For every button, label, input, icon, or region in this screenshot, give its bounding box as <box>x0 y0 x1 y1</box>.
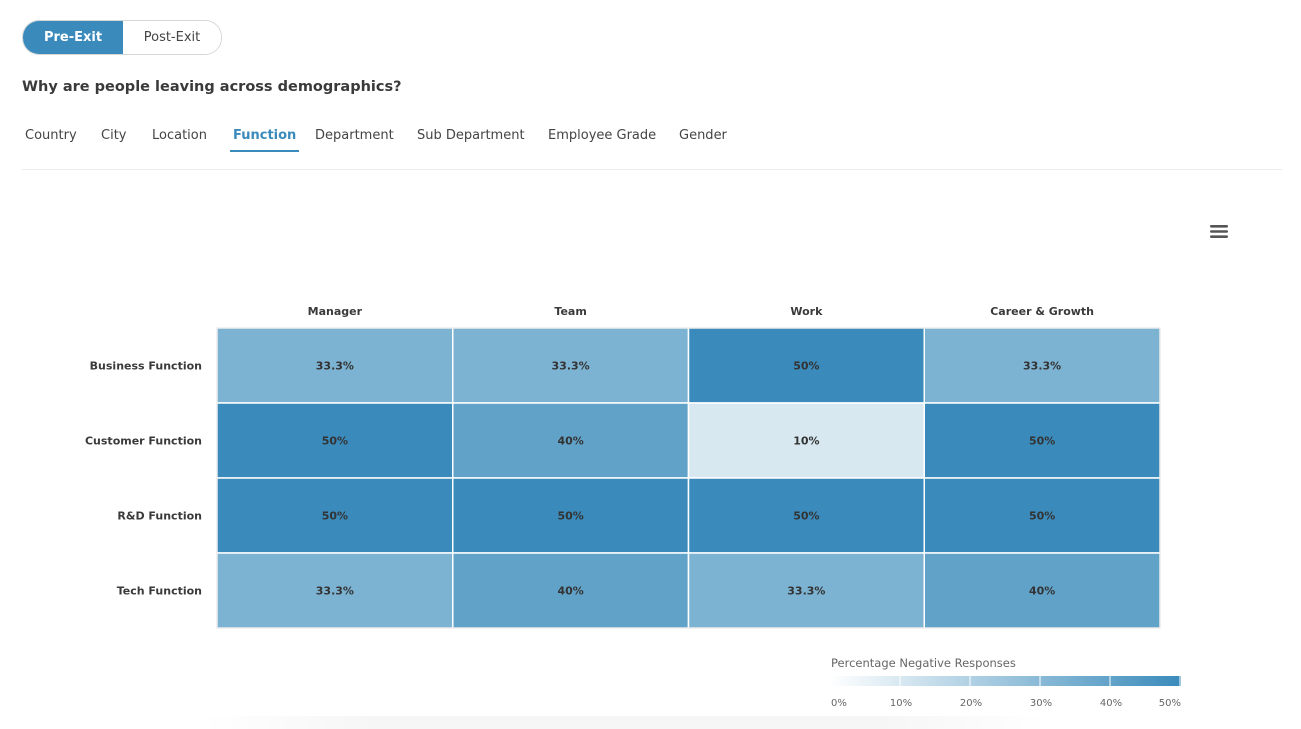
heatmap-cell <box>687 327 925 404</box>
tab-sub-department[interactable]: Sub Department <box>417 128 525 143</box>
tab-city[interactable]: City <box>101 128 127 143</box>
exit-toggle: Pre-Exit Post-Exit <box>22 20 222 55</box>
cell-value-label: 33.3% <box>1023 360 1061 373</box>
row-label: Tech Function <box>117 585 202 598</box>
heatmap-cell <box>452 402 690 479</box>
heatmap-cell <box>687 552 925 629</box>
hamburger-menu-icon <box>1210 224 1228 238</box>
tab-function[interactable]: Function <box>230 127 300 152</box>
demographic-tabs: Country City Location Function Departmen… <box>22 118 1282 170</box>
cell-value-label: 50% <box>322 510 348 523</box>
heatmap-border <box>216 327 1161 629</box>
tab-department[interactable]: Department <box>315 128 394 143</box>
pre-exit-button[interactable]: Pre-Exit <box>23 21 123 54</box>
row-label: Customer Function <box>85 435 202 448</box>
color-axis-tick-label: 30% <box>1030 698 1052 709</box>
tab-employee-grade[interactable]: Employee Grade <box>548 128 657 143</box>
heatmap-cell <box>687 402 925 479</box>
section-title: Why are people leaving across demographi… <box>22 79 402 95</box>
heatmap-cell <box>923 402 1161 479</box>
cell-value-label: 10% <box>793 435 819 448</box>
cell-value-label: 33.3% <box>552 360 590 373</box>
color-axis-tick-label: 50% <box>1159 698 1181 709</box>
row-label: R&D Function <box>117 510 202 523</box>
cell-value-label: 33.3% <box>316 585 354 598</box>
cell-value-label: 50% <box>793 360 819 373</box>
cell-value-label: 33.3% <box>787 585 825 598</box>
color-axis-tick-label: 10% <box>890 698 912 709</box>
cell-value-label: 50% <box>793 510 819 523</box>
heatmap-cell <box>452 327 690 404</box>
color-axis-title: Percentage Negative Responses <box>831 656 1016 670</box>
tab-gender[interactable]: Gender <box>679 128 727 143</box>
column-label: Manager <box>308 305 363 318</box>
column-label: Team <box>554 305 586 318</box>
heatmap-cell <box>216 402 454 479</box>
cell-value-label: 40% <box>557 585 583 598</box>
cell-value-label: 50% <box>322 435 348 448</box>
column-label: Work <box>790 305 823 318</box>
footer-shadow <box>200 716 1050 729</box>
cell-value-label: 40% <box>1029 585 1055 598</box>
color-axis-tick-label: 40% <box>1100 698 1122 709</box>
cell-value-label: 33.3% <box>316 360 354 373</box>
tab-location[interactable]: Location <box>152 128 207 143</box>
tab-country[interactable]: Country <box>25 128 77 143</box>
heatmap-cell <box>923 477 1161 554</box>
cell-value-label: 40% <box>557 435 583 448</box>
color-axis-tick-label: 0% <box>831 698 847 709</box>
color-axis-tick-label: 20% <box>960 698 982 709</box>
cell-value-label: 50% <box>1029 435 1055 448</box>
chart-menu-button[interactable] <box>1207 220 1231 242</box>
heatmap-cell <box>923 552 1161 629</box>
row-label: Business Function <box>90 360 202 373</box>
cell-value-label: 50% <box>1029 510 1055 523</box>
heatmap-cell <box>923 327 1161 404</box>
post-exit-button[interactable]: Post-Exit <box>123 21 221 54</box>
color-axis-gradient <box>830 676 1181 686</box>
column-label: Career & Growth <box>990 305 1094 318</box>
heatmap-cell <box>216 327 454 404</box>
heatmap-cell <box>687 477 925 554</box>
cell-value-label: 50% <box>557 510 583 523</box>
